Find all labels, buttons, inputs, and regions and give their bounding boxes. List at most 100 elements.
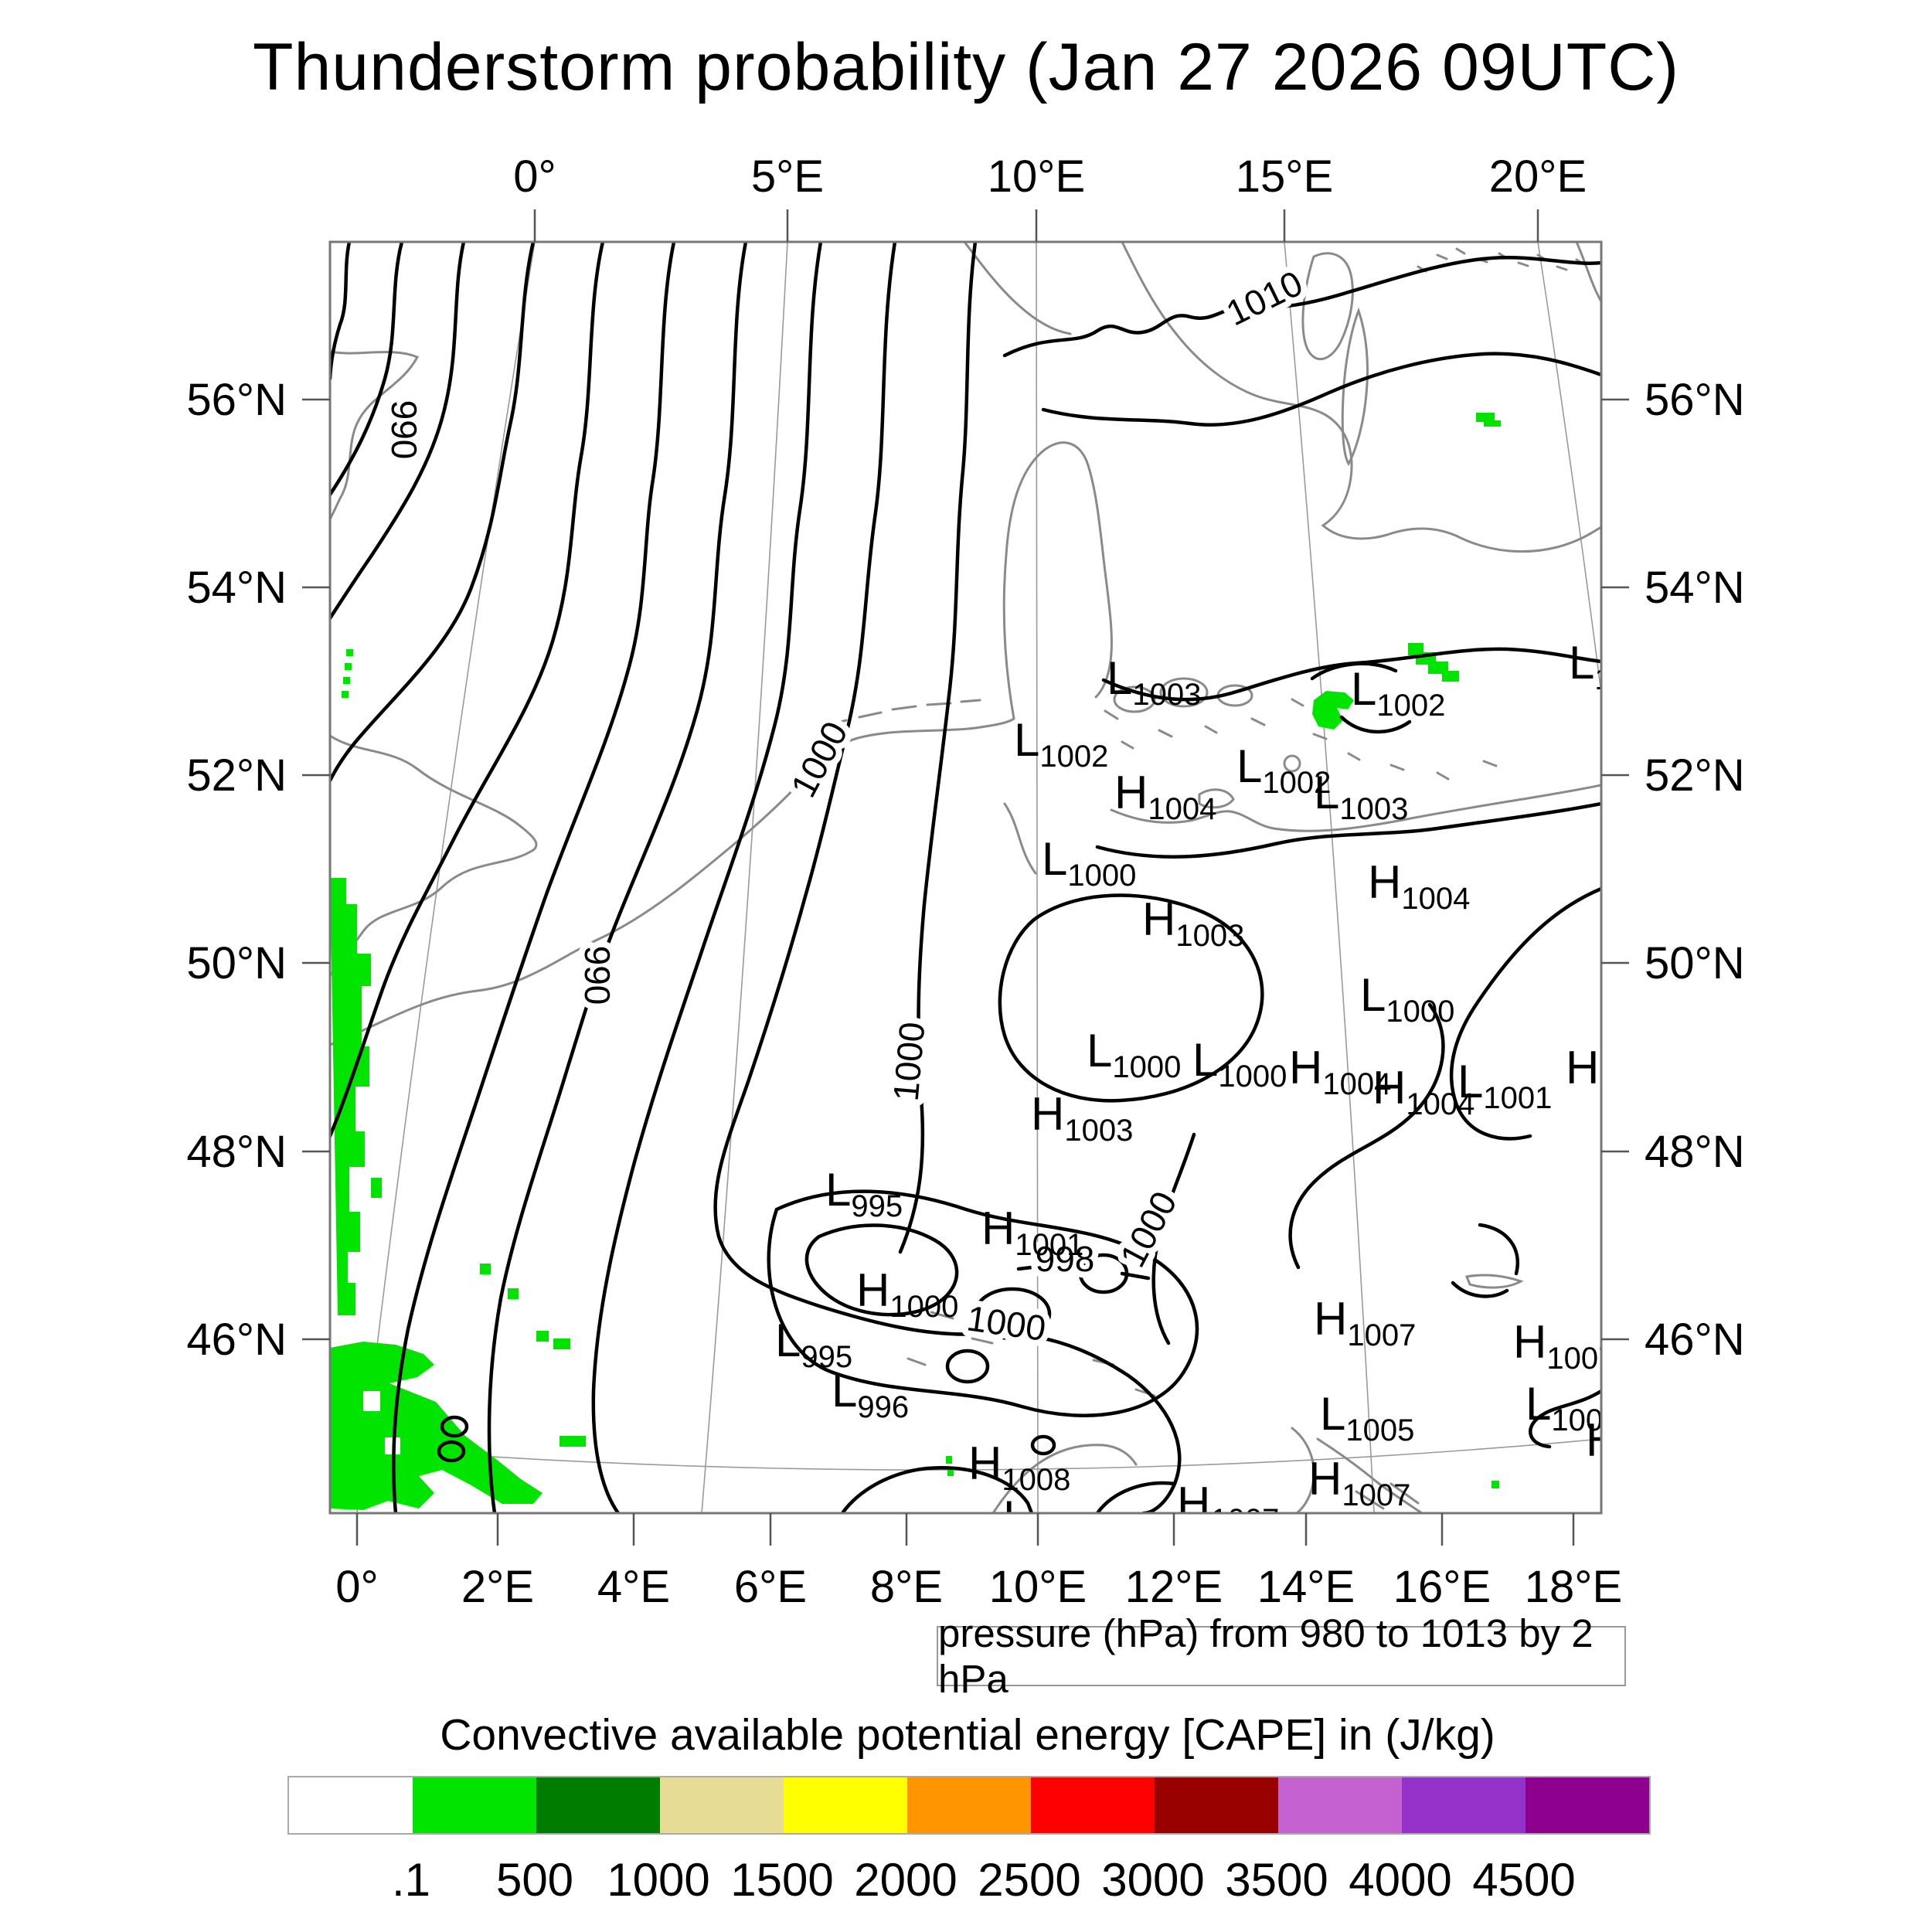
colorbar-cell <box>1278 1777 1402 1833</box>
isobar <box>591 242 823 1513</box>
pressure-center-label: L1000 <box>1192 1034 1287 1094</box>
axis-tick-label: 5°E <box>751 151 824 202</box>
isobar <box>713 242 1182 1513</box>
isobar <box>392 242 676 1513</box>
pressure-center-label: H1007 <box>1513 1316 1615 1376</box>
pressure-center-label: H1001 <box>981 1202 1083 1262</box>
coastline <box>824 699 981 728</box>
isobar-layer <box>330 242 1601 1513</box>
pressure-center-label: H1004 <box>1372 1062 1475 1121</box>
coastline <box>330 734 538 977</box>
colorbar-cell <box>413 1777 536 1833</box>
axis-tick-label: 50°N <box>186 938 287 988</box>
contour-label: 1010 <box>1220 263 1309 334</box>
contour-label: 1000 <box>1112 1185 1185 1274</box>
contour-label: 1000 <box>783 715 855 804</box>
coastline-layer <box>330 242 1601 1513</box>
coastline <box>1104 698 1498 781</box>
axis-tick-label: 10°E <box>988 151 1085 202</box>
cape-area <box>345 663 352 670</box>
pressure-center-label: H1004 <box>1289 1042 1391 1101</box>
cape-area <box>1408 643 1459 682</box>
colorbar-cell <box>1402 1777 1526 1833</box>
pressure-center-label: H1003 <box>1031 1088 1133 1148</box>
isobar <box>437 1440 466 1463</box>
coastline <box>1121 242 1601 553</box>
isobar <box>998 893 1264 1103</box>
colorbar-tick-label: 4000 <box>1349 1854 1452 1906</box>
pressure-center-label: L1000 <box>1087 1025 1181 1084</box>
colorbar-cell <box>1031 1777 1155 1833</box>
pressure-center-label: H1007 <box>1314 1293 1416 1352</box>
pressure-center-label: H1004 <box>1368 856 1470 916</box>
coastline <box>1355 1482 1420 1510</box>
pressure-center-label: H1007 <box>1308 1453 1410 1512</box>
colorbar-tick-label: .1 <box>391 1854 431 1906</box>
cape-area <box>343 677 350 684</box>
colorbar-cell <box>907 1777 1031 1833</box>
coastline <box>1316 1437 1423 1513</box>
isobar <box>1095 1481 1177 1513</box>
axis-tick-label: 46°N <box>186 1315 287 1365</box>
isobar <box>1151 1132 1196 1345</box>
colorbar-cell <box>1526 1777 1649 1833</box>
page-title: Thunderstorm probability (Jan 27 2026 09… <box>252 30 1680 104</box>
pressure-center-label: L1000 <box>1360 969 1454 1029</box>
pressure-center-label: L1002 <box>1014 714 1108 774</box>
colorbar-tick-label: 2000 <box>854 1854 957 1906</box>
isobar <box>1002 256 1601 358</box>
coastline-island <box>1341 307 1369 467</box>
colorbar-tick-label: 2500 <box>978 1854 1081 1906</box>
axis-tick-label: 10°E <box>989 1562 1087 1612</box>
cape-area <box>342 691 349 698</box>
isobar <box>973 1287 1052 1341</box>
pressure-center-label: L995 <box>775 1315 852 1374</box>
isobar <box>1310 662 1412 734</box>
coastline-island <box>1283 754 1301 773</box>
isobar <box>804 1223 959 1317</box>
cape-area <box>536 1331 549 1342</box>
colorbar <box>287 1776 1651 1835</box>
axis-tick-label: 48°N <box>1645 1127 1745 1177</box>
axis-tick-label: 52°N <box>186 750 287 801</box>
contour-label: 1000 <box>886 1020 933 1102</box>
isobar <box>767 1189 1199 1417</box>
pressure-center-label: L1002 <box>1351 663 1445 723</box>
coastline-island <box>1198 788 1235 809</box>
isobar <box>440 1415 469 1438</box>
cape-area <box>946 1456 952 1464</box>
isobar <box>1288 1002 1445 1270</box>
axis-tick-label: 0° <box>335 1562 378 1612</box>
pressure-center-label: L996 <box>832 1365 909 1424</box>
contour-label: 990 <box>384 400 424 460</box>
pressure-center-label: H1003 <box>1142 893 1244 953</box>
axis-tick-label: 52°N <box>1645 750 1745 801</box>
axis-tick-label: 54°N <box>1645 563 1745 613</box>
pressure-center-label: L1009 <box>1569 637 1663 696</box>
isobar <box>1529 1389 1601 1449</box>
isobar <box>487 242 748 1513</box>
isobar <box>1030 1434 1056 1456</box>
cape-area <box>346 649 353 656</box>
axis-tick-label: 8°E <box>870 1562 943 1612</box>
coastline <box>1110 784 1601 832</box>
contour-label: 990 <box>577 946 617 1005</box>
colorbar-cell <box>289 1777 413 1833</box>
colorbar-tick-label: 1000 <box>607 1854 710 1906</box>
axis-tick-label: 16°E <box>1393 1562 1491 1612</box>
coastline-island <box>1301 252 1354 361</box>
pressure-legend-caption: pressure (hPa) from 980 to 1013 by 2 hPa <box>937 1611 1626 1701</box>
axis-tick-label: 20°E <box>1489 151 1587 202</box>
pressure-center-label: L1002 <box>1236 740 1331 800</box>
axis-tick-label: 2°E <box>461 1562 534 1612</box>
axis-tick-label: 18°E <box>1525 1562 1622 1612</box>
map-frame <box>328 240 1603 1515</box>
axis-tick-label: 14°E <box>1257 1562 1355 1612</box>
axis-tick-label: 4°E <box>597 1562 670 1612</box>
colorbar-cell <box>660 1777 784 1833</box>
isobar <box>1041 352 1601 427</box>
pressure-center-label: H1000 <box>856 1264 958 1324</box>
axis-tick-label: 50°N <box>1645 938 1745 988</box>
colorbar-cell <box>1155 1777 1278 1833</box>
